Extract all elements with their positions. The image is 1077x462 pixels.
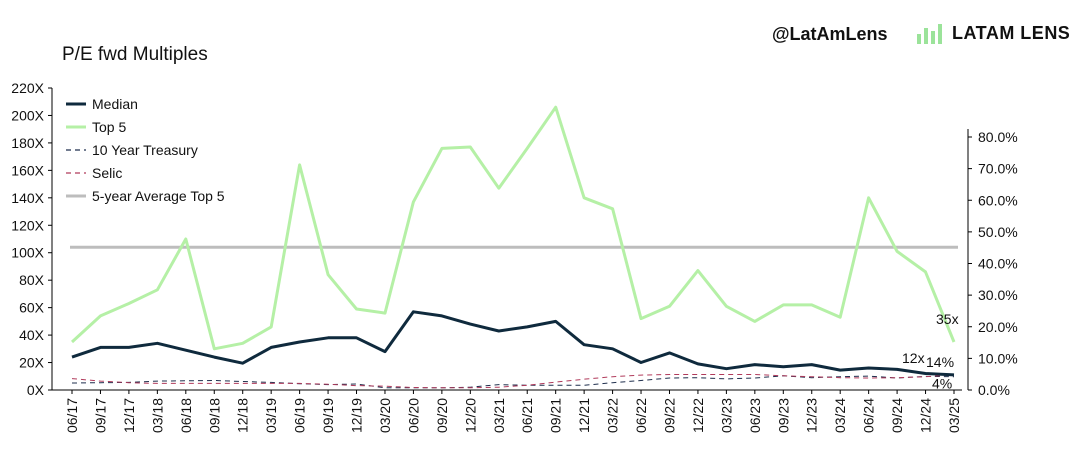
y-left-tick-label: 200X	[11, 107, 44, 123]
y-left-tick-label: 140X	[11, 190, 44, 206]
end-annotation: 12x	[902, 350, 925, 366]
x-tick-label: 03/22	[605, 398, 621, 433]
y-left-tick-label: 180X	[11, 135, 44, 151]
axes: 0X 20X 40X 60X 80X 100X 120X 140X 160X 180X 200X 22…	[11, 80, 1017, 433]
brand-name: LATAM LENS	[952, 22, 1071, 43]
x-tick-label: 06/20	[405, 398, 421, 433]
x-tick-label: 09/20	[434, 398, 450, 433]
x-tick-label: 09/22	[661, 398, 677, 433]
x-tick-label: 12/18	[235, 398, 251, 433]
x-tick-label: 06/18	[178, 398, 194, 433]
x-tick-label: 03/25	[946, 398, 962, 433]
legend-label: Selic	[92, 165, 122, 181]
legend-label: 10 Year Treasury	[92, 142, 198, 158]
y-right-tick-label: 40.0%	[978, 256, 1018, 272]
series-line-top-5	[70, 105, 956, 351]
x-tick-label: 12/17	[121, 398, 137, 433]
handle-label: @LatAmLens	[772, 24, 888, 44]
x-tick-label: 09/19	[320, 398, 336, 433]
y-left-tick-label: 60X	[19, 300, 45, 316]
x-tick-label: 06/23	[747, 398, 763, 433]
x-tick-label: 12/23	[804, 398, 820, 433]
x-tick-label: 03/24	[832, 398, 848, 433]
y-right-tick-label: 60.0%	[978, 192, 1018, 208]
series-line-10-year-treasury	[71, 375, 955, 389]
x-tick-label: 12/21	[576, 398, 592, 433]
x-tick-label: 12/24	[918, 398, 934, 433]
y-left-tick-label: 160X	[11, 162, 44, 178]
x-tick-label: 12/22	[690, 398, 706, 433]
y-left-tick-label: 220X	[11, 80, 44, 96]
x-tick-label: 12/20	[462, 398, 478, 433]
legend-label: Median	[92, 96, 138, 112]
y-right-tick-label: 0.0%	[978, 382, 1010, 398]
x-tick-label: 03/19	[263, 398, 279, 433]
chart-title: P/E fwd Multiples	[62, 44, 208, 65]
series-line-median	[71, 310, 955, 377]
y-right-tick-label: 10.0%	[978, 350, 1018, 366]
x-tick-label: 06/22	[633, 398, 649, 433]
x-tick-label: 12/19	[349, 398, 365, 433]
x-tick-label: 06/17	[64, 398, 80, 433]
x-tick-label: 09/24	[889, 398, 905, 433]
x-tick-label: 06/21	[519, 398, 535, 433]
y-left-tick-label: 0X	[27, 382, 45, 398]
brand-logo: LATAM LENS	[916, 22, 1070, 44]
y-left-tick-label: 20X	[19, 355, 45, 371]
x-tick-label: 03/23	[718, 398, 734, 433]
x-tick-label: 09/23	[775, 398, 791, 433]
x-tick-label: 06/24	[861, 398, 877, 433]
y-left-tick-label: 80X	[19, 272, 45, 288]
y-right-tick-label: 80.0%	[978, 129, 1018, 145]
x-tick-label: 06/19	[292, 398, 308, 433]
annotations: 35x 12x 14% 4%	[902, 311, 959, 392]
end-annotation: 14%	[926, 354, 954, 370]
legend: Median Top 5 10 Year Treasury Selic 5-year A…	[66, 96, 225, 204]
end-annotation: 35x	[936, 311, 959, 327]
bar-chart-logo-icon	[917, 24, 942, 44]
series-line-selic	[71, 374, 955, 389]
series-layer	[70, 105, 958, 389]
y-right-tick-label: 30.0%	[978, 287, 1018, 303]
x-tick-label: 09/17	[92, 398, 108, 433]
y-right-tick-label: 70.0%	[978, 161, 1018, 177]
x-tick-label: 09/18	[206, 398, 222, 433]
y-left-tick-label: 40X	[19, 327, 45, 343]
end-annotation: 4%	[932, 376, 952, 392]
y-right-tick-label: 50.0%	[978, 224, 1018, 240]
legend-label: Top 5	[92, 119, 126, 135]
x-tick-label: 03/20	[377, 398, 393, 433]
x-tick-label: 03/21	[491, 398, 507, 433]
y-left-tick-label: 100X	[11, 245, 44, 261]
y-left-tick-label: 120X	[11, 217, 44, 233]
y-right-tick-label: 20.0%	[978, 319, 1018, 335]
x-tick-label: 03/18	[149, 398, 165, 433]
x-tick-label: 09/21	[548, 398, 564, 433]
legend-label: 5-year Average Top 5	[92, 188, 225, 204]
